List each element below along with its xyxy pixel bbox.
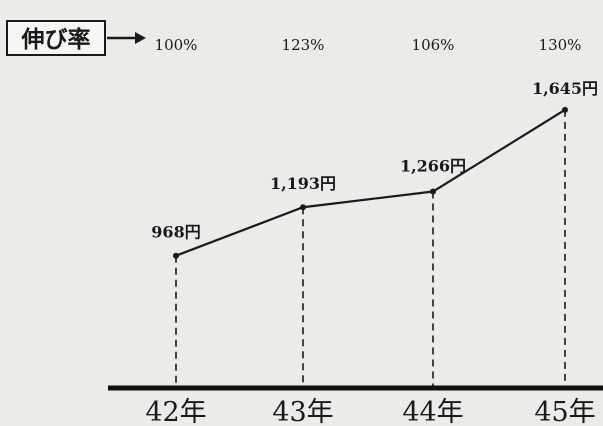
- series-line: [175, 108, 566, 257]
- legend-label: 伸び率: [21, 26, 91, 53]
- growth-rate-label-2: 106%: [412, 36, 455, 54]
- growth-rate-label-1: 123%: [282, 36, 325, 54]
- data-point-1: [300, 204, 306, 211]
- category-label-1: 43年: [272, 397, 333, 426]
- data-point-2: [430, 188, 436, 195]
- category-label-2: 44年: [402, 397, 463, 426]
- category-label-0: 42年: [145, 397, 206, 426]
- value-label-2: 1,266円: [400, 157, 466, 176]
- legend-arrow-head: [135, 32, 146, 44]
- value-label-1: 1,193円: [270, 174, 336, 193]
- value-label-3: 1,645円: [532, 79, 598, 98]
- growth-rate-label-3: 130%: [539, 36, 582, 54]
- data-point-3: [562, 106, 568, 113]
- category-label-3: 45年: [534, 397, 595, 426]
- data-point-0: [173, 252, 179, 259]
- growth-rate-label-0: 100%: [155, 36, 198, 54]
- legend-box: [6, 20, 106, 56]
- value-label-0: 968円: [151, 223, 200, 242]
- chart-marks: 968円 1,193円 1,266円 1,645円 100% 123% 106% 130% 42…: [145, 36, 598, 426]
